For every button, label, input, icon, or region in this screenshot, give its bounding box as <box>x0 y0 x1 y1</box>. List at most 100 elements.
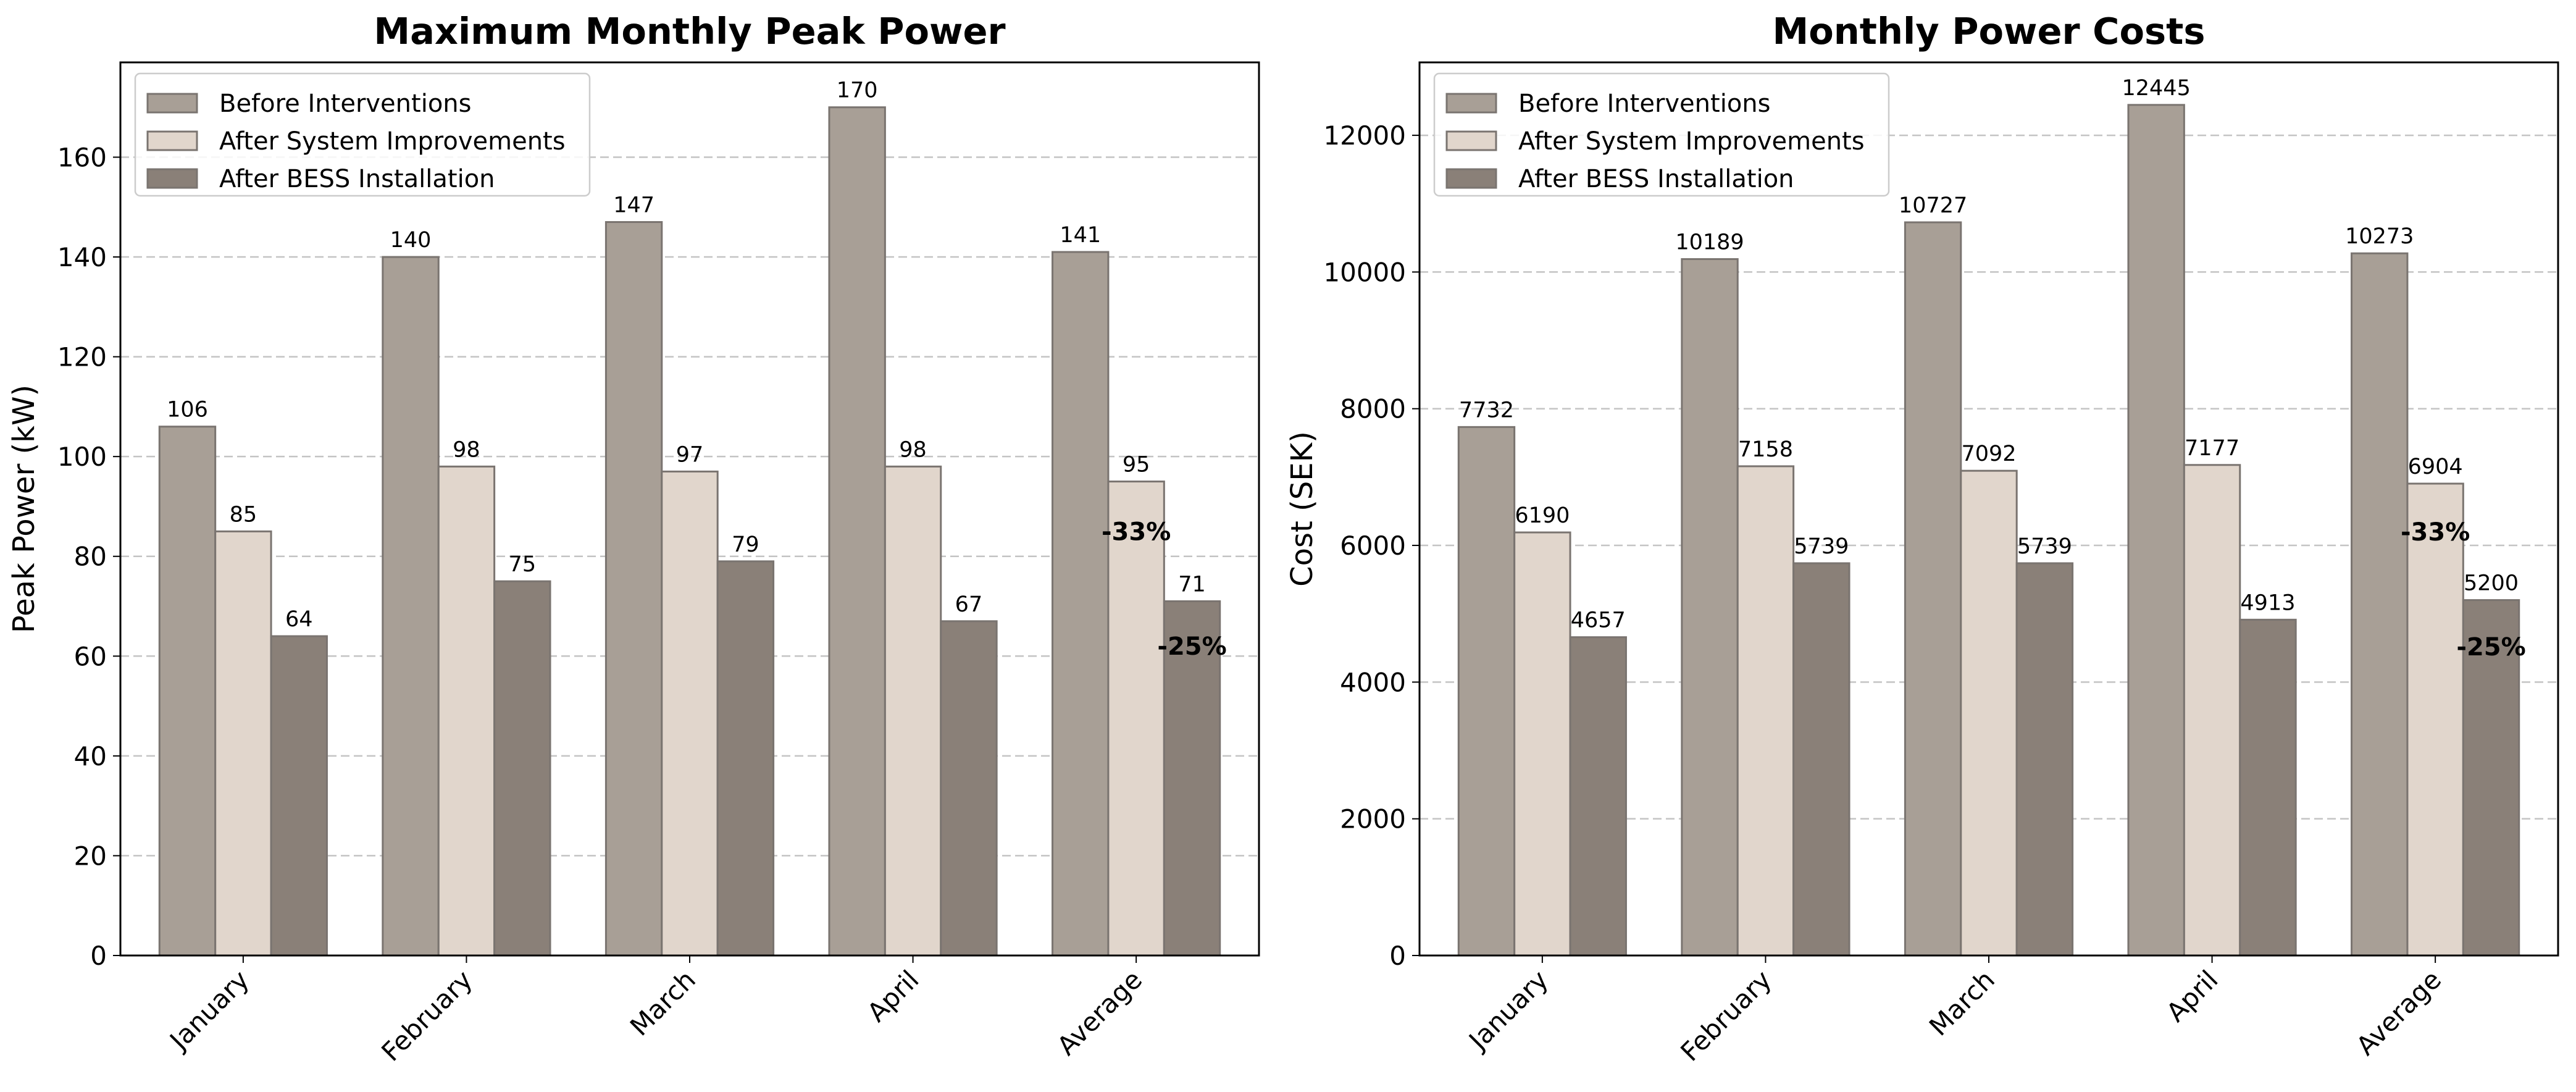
data-label: 7092 <box>1961 442 2016 466</box>
data-label: 98 <box>453 437 480 462</box>
percent-change-annotation: -25% <box>1157 632 1226 661</box>
y-tick-label: 0 <box>1389 941 1406 971</box>
data-label: 5739 <box>2017 534 2072 559</box>
data-label: 95 <box>1123 453 1150 477</box>
data-label: 85 <box>230 502 257 527</box>
data-label: 10727 <box>1899 193 1967 218</box>
chart-2: Monthly Power Costs 0 2000 4000 6000 8000 1000… <box>1285 10 2559 1067</box>
y-tick-label: 100 <box>57 442 107 472</box>
y-tick-label: 160 <box>57 142 107 172</box>
bar-after-bess-installation-april <box>940 620 998 957</box>
y-tick-label: 10000 <box>1323 257 1406 287</box>
data-label: 141 <box>1060 223 1101 248</box>
data-label: 140 <box>390 228 432 253</box>
bar-after-system-improvements-march <box>1960 469 2018 957</box>
data-label: 5739 <box>1794 534 1849 559</box>
bar-before-interventions-february <box>382 256 440 957</box>
bar-after-bess-installation-january <box>270 635 328 957</box>
legend-swatch-before-interventions <box>146 93 198 114</box>
legend-swatch-after-bess-installation <box>1445 168 1497 189</box>
data-label: 6904 <box>2408 455 2463 479</box>
data-label: 10273 <box>2345 224 2414 249</box>
x-tick-label: March <box>1923 964 2001 1041</box>
data-label: 4657 <box>1571 608 1626 633</box>
bar-before-interventions-average <box>1052 251 1110 957</box>
legend-swatch-after-bess-installation <box>146 168 198 189</box>
data-label: 170 <box>837 78 878 103</box>
bar-before-interventions-march <box>1904 221 1962 957</box>
data-label: 98 <box>899 437 927 462</box>
bar-before-interventions-january <box>1457 426 1516 957</box>
legend <box>1433 72 1890 197</box>
bar-after-bess-installation-average <box>1163 600 1221 957</box>
data-label: 147 <box>613 193 654 218</box>
legend-entry: After BESS Installation <box>1518 165 1794 193</box>
percent-change-annotation: -25% <box>2456 633 2525 662</box>
y-axis-label: Peak Power (kW) <box>7 385 41 633</box>
bar-before-interventions-february <box>1681 258 1739 957</box>
legend-entry: Before Interventions <box>1518 90 1770 118</box>
y-tick-label: 140 <box>57 242 107 272</box>
data-label: 67 <box>955 592 983 617</box>
x-tick-label: January <box>1462 964 1554 1056</box>
legend-entry: After System Improvements <box>219 127 566 156</box>
legend-entry: After BESS Installation <box>219 165 495 193</box>
data-label: 106 <box>167 398 208 422</box>
data-label: 75 <box>509 552 537 577</box>
chart-title: Monthly Power Costs <box>1773 10 2206 52</box>
plot-frame <box>1418 61 2559 957</box>
bar-after-bess-installation-february <box>1792 562 1850 957</box>
bar-before-interventions-april <box>2127 104 2185 957</box>
legend-entry: Before Interventions <box>219 90 471 118</box>
x-tick-label: Average <box>2351 964 2448 1061</box>
data-label: 10189 <box>1675 230 1744 254</box>
bar-after-system-improvements-april <box>2183 464 2241 957</box>
x-tick-label: Average <box>1052 964 1148 1061</box>
legend-swatch-after-system-improvements <box>146 130 198 151</box>
x-tick-label: April <box>2160 964 2224 1028</box>
bar-before-interventions-march <box>604 221 663 957</box>
x-tick-label: February <box>375 964 478 1067</box>
bar-after-bess-installation-april <box>2239 618 2297 957</box>
legend-swatch-before-interventions <box>1445 93 1497 114</box>
legend <box>134 72 591 197</box>
y-tick-label: 12000 <box>1323 120 1406 151</box>
x-tick-label: January <box>163 964 255 1056</box>
bar-before-interventions-april <box>828 106 886 957</box>
y-tick-label: 0 <box>90 941 107 971</box>
y-tick-label: 120 <box>57 342 107 372</box>
chart-title: Maximum Monthly Peak Power <box>374 10 1005 52</box>
data-label: 79 <box>732 532 759 557</box>
bar-after-system-improvements-average <box>2406 482 2464 957</box>
bar-after-bess-installation-february <box>493 580 551 957</box>
bar-after-system-improvements-january <box>214 530 272 957</box>
bar-after-system-improvements-average <box>1107 481 1165 957</box>
bar-after-bess-installation-january <box>1569 636 1627 957</box>
bar-after-system-improvements-january <box>1513 531 1571 957</box>
plot-frame <box>119 61 1260 957</box>
bar-after-system-improvements-february <box>1736 465 1795 957</box>
data-label: 6190 <box>1515 503 1570 528</box>
percent-change-annotation: -33% <box>2401 518 2470 547</box>
data-label: 7177 <box>2185 436 2239 461</box>
percent-change-annotation: -33% <box>1102 518 1171 546</box>
bar-after-bess-installation-average <box>2462 599 2520 957</box>
data-label: 71 <box>1178 572 1206 597</box>
legend-swatch-after-system-improvements <box>1445 130 1497 151</box>
bar-after-system-improvements-february <box>437 465 496 957</box>
data-label: 5200 <box>2464 571 2519 596</box>
bar-after-system-improvements-march <box>661 470 719 957</box>
bar-before-interventions-january <box>158 426 217 957</box>
data-label: 97 <box>676 442 704 467</box>
y-tick-label: 6000 <box>1340 531 1406 561</box>
data-label: 4913 <box>2240 590 2295 615</box>
y-tick-label: 2000 <box>1340 804 1406 834</box>
y-tick-label: 80 <box>74 542 107 572</box>
y-axis-label: Cost (SEK) <box>1285 431 1319 587</box>
data-label: 7732 <box>1459 398 1514 422</box>
y-tick-label: 4000 <box>1340 667 1406 697</box>
y-tick-label: 20 <box>74 841 107 871</box>
x-tick-label: February <box>1675 964 1777 1067</box>
data-label: 64 <box>285 607 313 632</box>
